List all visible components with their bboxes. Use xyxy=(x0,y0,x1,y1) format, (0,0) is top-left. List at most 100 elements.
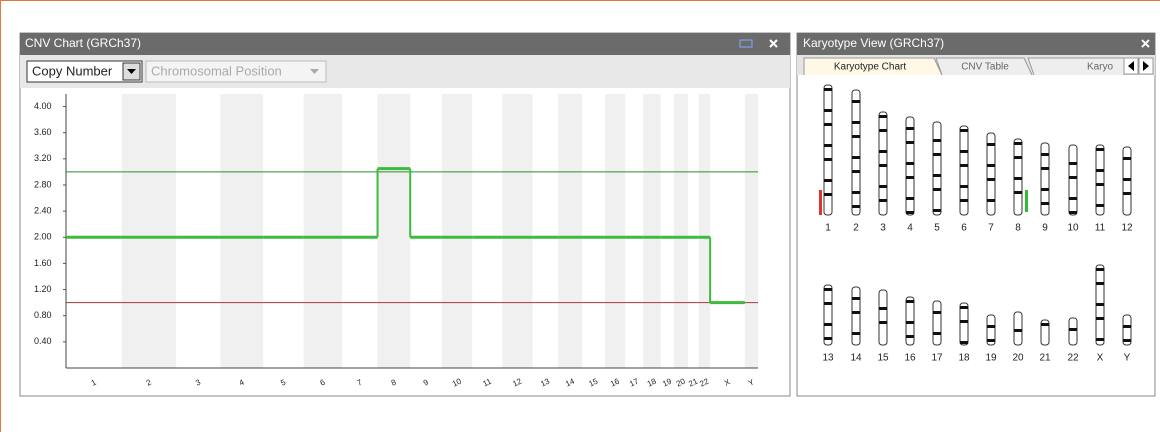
cnv-title: CNV Chart (GRCh37) xyxy=(25,36,141,50)
band xyxy=(906,300,914,303)
band xyxy=(824,109,832,112)
band xyxy=(1069,211,1077,214)
band xyxy=(852,311,860,314)
band xyxy=(824,337,832,340)
tab-label: Karyotype Chart xyxy=(834,62,906,73)
dropdown-label: Copy Number xyxy=(32,63,113,78)
ideogram xyxy=(1014,312,1022,345)
band xyxy=(879,199,887,202)
band xyxy=(879,185,887,188)
band xyxy=(933,174,941,177)
ideogram xyxy=(852,287,860,345)
band xyxy=(960,150,968,153)
band xyxy=(745,94,758,368)
band xyxy=(879,307,887,310)
chromosome-label: 12 xyxy=(1121,223,1133,234)
band xyxy=(442,94,472,368)
band xyxy=(1014,191,1022,194)
band xyxy=(852,205,860,208)
band xyxy=(879,129,887,132)
band xyxy=(960,320,968,323)
band xyxy=(852,135,860,138)
chromosome-label: 9 xyxy=(1042,223,1048,234)
band xyxy=(1096,268,1104,271)
chromosome-label: 14 xyxy=(850,353,862,364)
band xyxy=(852,170,860,173)
chromosome-label: 10 xyxy=(1067,223,1079,234)
band xyxy=(1041,153,1049,156)
chromosome-label: 17 xyxy=(931,353,943,364)
band xyxy=(824,158,832,161)
ideogram xyxy=(960,303,968,345)
band xyxy=(824,323,832,326)
chromosome-label: X xyxy=(1097,353,1104,364)
chromosome-label: 16 xyxy=(904,353,916,364)
band xyxy=(960,341,968,344)
chromosome-label: Y xyxy=(1124,353,1131,364)
band xyxy=(558,94,582,368)
tab-label: Karyo xyxy=(1087,62,1114,73)
band xyxy=(1014,142,1022,145)
band xyxy=(1096,204,1104,207)
y-tick-label: 0.80 xyxy=(34,310,52,320)
band xyxy=(852,191,860,194)
chromosome-label: 18 xyxy=(958,353,970,364)
dropdown-label: Chromosomal Position xyxy=(151,63,282,78)
ideogram xyxy=(933,122,941,215)
band xyxy=(879,164,887,167)
y-tick-label: 2.80 xyxy=(34,179,52,189)
band xyxy=(960,199,968,202)
band xyxy=(906,335,914,338)
band xyxy=(1014,177,1022,180)
band xyxy=(122,94,176,368)
chromosome-label: 7 xyxy=(988,223,994,234)
y-tick-label: 0.40 xyxy=(34,336,52,346)
band xyxy=(879,321,887,324)
band xyxy=(304,94,342,368)
band xyxy=(1123,178,1131,181)
gain-marker xyxy=(1025,190,1028,212)
band xyxy=(879,150,887,153)
band xyxy=(960,164,968,167)
band xyxy=(987,199,995,202)
ideogram xyxy=(906,117,914,215)
band xyxy=(933,139,941,142)
chromosome-label: 4 xyxy=(907,223,913,234)
band xyxy=(1069,176,1077,179)
band xyxy=(824,179,832,182)
tab-label: CNV Table xyxy=(961,62,1009,73)
chromosome-label: 19 xyxy=(985,353,997,364)
band xyxy=(933,188,941,191)
band xyxy=(824,144,832,147)
band xyxy=(1041,323,1049,326)
y-tick-label: 1.20 xyxy=(34,284,52,294)
band xyxy=(852,100,860,103)
band xyxy=(1096,303,1104,306)
band xyxy=(852,121,860,124)
band xyxy=(987,339,995,342)
band xyxy=(879,115,887,118)
band xyxy=(852,297,860,300)
chromosome-label: 3 xyxy=(880,223,886,234)
ideogram xyxy=(933,301,941,345)
band xyxy=(1096,338,1104,341)
band xyxy=(824,88,832,91)
band xyxy=(220,94,263,368)
band xyxy=(1123,157,1131,160)
ideogram xyxy=(1069,318,1077,345)
y-tick-label: 1.60 xyxy=(34,258,52,268)
chromosome-label: 6 xyxy=(961,223,967,234)
y-tick-label: 3.60 xyxy=(34,127,52,137)
band xyxy=(1123,339,1131,342)
band xyxy=(1069,162,1077,165)
karyotype-title: Karyotype View (GRCh37) xyxy=(803,36,944,50)
band xyxy=(987,164,995,167)
band xyxy=(824,123,832,126)
band xyxy=(906,141,914,144)
page: CNV Chart (GRCh37) Copy Number Chromosom… xyxy=(0,0,1160,432)
band xyxy=(933,153,941,156)
band xyxy=(906,211,914,214)
ideogram xyxy=(824,285,832,345)
band xyxy=(1014,156,1022,159)
screen: CNV Chart (GRCh37) Copy Number Chromosom… xyxy=(0,0,1160,432)
